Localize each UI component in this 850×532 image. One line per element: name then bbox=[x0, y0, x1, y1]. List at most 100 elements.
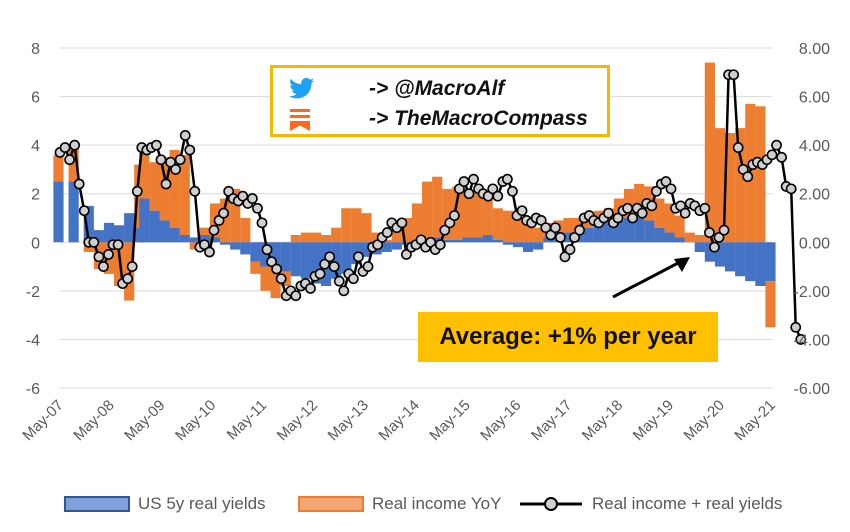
y-tick-left: 8 bbox=[31, 41, 40, 58]
x-tick: May-08 bbox=[70, 397, 117, 444]
bar-real-yield bbox=[674, 237, 685, 243]
y-tick-right: 4.00 bbox=[799, 138, 830, 155]
bar-real-yield bbox=[735, 242, 746, 277]
right-y-axis: 8.00 6.00 4.00 2.00 0.00 -2.00 -4.00 -6.00 bbox=[794, 41, 831, 398]
line-point bbox=[742, 171, 754, 183]
legend-swatch-blue bbox=[64, 496, 130, 512]
bar-real-income bbox=[462, 188, 473, 238]
line-point bbox=[709, 241, 720, 253]
x-tick: May-14 bbox=[375, 397, 422, 444]
bar-real-income bbox=[361, 213, 372, 243]
bar-real-income bbox=[391, 227, 402, 243]
bar-real-yield bbox=[725, 242, 736, 272]
line-point bbox=[184, 144, 196, 156]
line-point bbox=[559, 251, 571, 263]
bar-real-income bbox=[755, 106, 766, 243]
bar-real-yield bbox=[583, 227, 594, 243]
line-point bbox=[78, 205, 90, 217]
bar-real-yield bbox=[53, 181, 64, 243]
x-tick: May-18 bbox=[579, 397, 626, 444]
bar-real-yield bbox=[280, 242, 291, 272]
bar-real-income bbox=[523, 222, 534, 243]
line-point bbox=[703, 227, 715, 238]
x-tick: May-15 bbox=[426, 397, 473, 444]
legend-item-combined: Real income + real yields bbox=[518, 490, 782, 518]
line-point bbox=[155, 154, 167, 166]
bar-real-yield bbox=[634, 218, 645, 243]
bar-real-income bbox=[482, 198, 493, 235]
bar-real-yield bbox=[704, 242, 715, 262]
y-tick-right: -6.00 bbox=[794, 381, 831, 398]
bar-real-yield bbox=[593, 225, 604, 243]
bar-real-income bbox=[714, 128, 726, 243]
twitter-bird-icon bbox=[289, 77, 315, 104]
line-point bbox=[439, 224, 451, 236]
bar-real-yield bbox=[300, 242, 312, 279]
bar-real-income bbox=[422, 181, 433, 240]
bar-real-income bbox=[492, 208, 503, 240]
line-point bbox=[569, 232, 580, 243]
line-point bbox=[218, 207, 230, 219]
line-point bbox=[204, 246, 215, 258]
bar-real-yield bbox=[199, 235, 211, 243]
bar-real-income bbox=[149, 162, 160, 211]
x-tick: May-10 bbox=[172, 397, 219, 444]
bar-real-yield bbox=[240, 242, 251, 255]
line-point bbox=[501, 173, 513, 185]
bar-real-yield bbox=[149, 210, 160, 243]
y-tick-left: -6 bbox=[26, 381, 40, 398]
bar-real-income bbox=[765, 281, 776, 328]
line-point bbox=[766, 149, 778, 161]
bar-real-income bbox=[199, 227, 211, 235]
bar-real-yield bbox=[270, 242, 281, 267]
bar-real-yield bbox=[533, 242, 544, 250]
bar-real-yield bbox=[68, 181, 79, 243]
legend-label: US 5y real yields bbox=[138, 494, 266, 513]
bar-real-yield bbox=[714, 242, 726, 267]
bar-real-income bbox=[260, 266, 271, 291]
y-tick-right: 8.00 bbox=[799, 41, 830, 58]
x-tick: May-21 bbox=[731, 397, 778, 444]
line-point bbox=[468, 173, 479, 185]
line-point bbox=[362, 261, 374, 272]
bar-real-income bbox=[704, 62, 715, 243]
bar-real-yield bbox=[432, 237, 443, 243]
line-point bbox=[713, 232, 725, 243]
legend-item-real-yields: US 5y real yields bbox=[64, 490, 266, 518]
bar-real-yield bbox=[543, 237, 554, 243]
bar-real-income bbox=[674, 215, 685, 238]
line-point bbox=[487, 183, 499, 195]
line-point bbox=[208, 224, 220, 236]
bar-real-yield bbox=[169, 227, 180, 243]
bar-real-income bbox=[684, 232, 695, 243]
line-point bbox=[112, 239, 124, 251]
line-point bbox=[650, 185, 662, 197]
bar-real-yield bbox=[124, 213, 135, 243]
arrow-shaft bbox=[612, 260, 681, 299]
bar-real-income bbox=[512, 218, 524, 243]
bar-real-yield bbox=[512, 242, 524, 248]
line-point bbox=[69, 139, 81, 151]
line-point bbox=[679, 207, 691, 219]
bar-real-yield bbox=[664, 232, 675, 243]
line-point bbox=[790, 321, 802, 333]
bar-real-income bbox=[230, 188, 241, 243]
bar-real-income bbox=[502, 210, 513, 243]
bar-real-yield bbox=[381, 242, 392, 252]
arrow-head bbox=[674, 257, 690, 272]
bar-real-yield bbox=[452, 239, 463, 243]
line-point bbox=[98, 261, 109, 272]
line-point bbox=[261, 244, 273, 255]
bar-real-yield bbox=[310, 242, 322, 284]
line-point bbox=[660, 176, 672, 187]
line-point bbox=[492, 190, 504, 202]
x-tick: May-13 bbox=[325, 397, 372, 444]
bar-real-yield bbox=[230, 242, 241, 250]
x-tick: May-09 bbox=[121, 397, 168, 444]
bar-real-income bbox=[351, 208, 362, 243]
x-tick: May-19 bbox=[630, 397, 677, 444]
line-point bbox=[795, 334, 807, 345]
line-point bbox=[463, 188, 475, 200]
line-point bbox=[646, 200, 658, 212]
